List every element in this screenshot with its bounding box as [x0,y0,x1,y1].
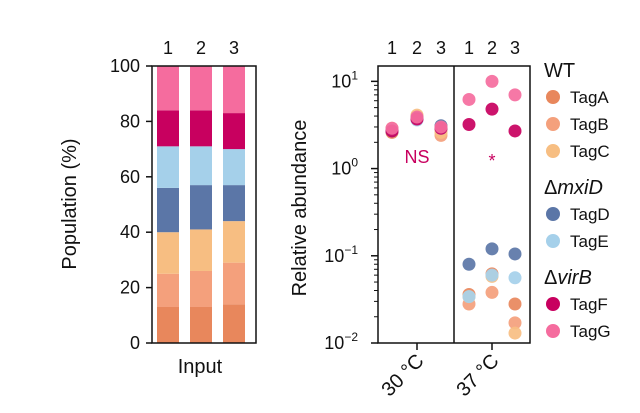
bar-x-ticks: 1 2 3 [163,38,239,58]
dot-tagg [462,92,476,106]
dot-points [385,74,522,340]
dot-y-tick-label: 10−2 [324,330,358,353]
bar-replicate-label: 1 [163,38,173,58]
legend-item-label: TagA [570,88,609,107]
dot-tage [508,271,522,285]
bar-segment-tagd [190,185,212,230]
significance-label: NS [404,147,429,167]
dot-x-ticks: 30 °C 37 °C [377,343,504,401]
dot-tagf [508,124,522,138]
bar-segments [157,66,245,343]
bar-y-tick-label: 80 [120,111,140,131]
legend-swatch-tagf [546,297,560,311]
bar-segment-tagb [190,270,212,307]
bar-segment-taga [190,306,212,343]
dot-tagd [462,257,476,271]
dot-tagd [508,247,522,261]
legend-swatch-tagg [546,324,560,338]
bar-xlabel: Input [178,356,223,378]
bar-y-tick-label: 100 [110,56,140,76]
bar-segment-tagb [157,273,179,307]
bar-segment-tagd [157,187,179,233]
bar-segment-tagd [223,185,245,222]
bar-y-tick-label: 20 [120,278,140,298]
dot-tagb [485,285,499,299]
bar-segment-taga [157,306,179,343]
bar-segment-taga [223,304,245,343]
bar-segment-tage [190,146,212,186]
temperature-label: 37 °C [452,350,503,401]
bar-segment-tagf [223,113,245,150]
dot-tagc [508,326,522,340]
legend-group-title: ΔmxiD [544,177,603,199]
dot-replicate-label: 2 [487,38,497,58]
dot-tagf [462,118,476,132]
legend-item-label: TagB [570,115,609,134]
dot-tagb [508,316,522,330]
dot-tagf [485,102,499,116]
bar-segment-tage [223,149,245,186]
bar-ylabel: Population (%) [59,138,81,269]
legend-swatch-taga [546,90,560,104]
legend-group-title: WT [544,60,575,82]
legend-swatch-tagb [546,117,560,131]
bar-segment-tagc [223,221,245,263]
bar-segment-tagf [157,110,179,147]
legend-item-label: TagE [570,232,609,251]
dot-replicate-label: 2 [412,38,422,58]
bar-segment-tagc [190,229,212,271]
legend-group-title: ΔvirB [544,267,592,289]
legend-swatch-tagc [546,144,560,158]
legend-swatch-tage [546,234,560,248]
dot-tagg [485,74,499,88]
bar-segment-tage [157,146,179,188]
bar-replicate-label: 3 [229,38,239,58]
dot-tage [462,290,476,304]
dot-replicate-label: 3 [510,38,520,58]
dot-replicate-label: 1 [387,38,397,58]
dot-y-tick-label: 10−1 [324,243,358,266]
bar-y-ticks: 0 20 40 60 80 100 [110,56,152,353]
dot-replicate-label: 3 [436,38,446,58]
bar-y-tick-label: 40 [120,222,140,242]
legend-swatch-tagd [546,207,560,221]
bar-segment-tagf [190,110,212,147]
dot-y-tick-label: 101 [331,68,358,91]
bar-plot-frame [151,65,257,344]
bar-y-tick-label: 0 [130,333,140,353]
dot-ylabel: Relative abundance [289,120,311,297]
legend-item-label: TagF [570,295,608,314]
significance-label: * [488,151,495,171]
bar-segment-tagb [223,262,245,305]
dot-tagg [434,120,448,134]
stacked-bar-panel: Population (%) 0 20 40 60 80 100 1 2 3 Input [59,38,257,378]
legend-item-label: TagG [570,322,611,341]
dot-annotations: NS * [404,147,495,171]
dot-tagg [508,88,522,102]
dot-y-ticks: 101 100 10−1 10−2 [324,68,378,353]
dot-tage [485,268,499,282]
bar-y-tick-label: 60 [120,167,140,187]
dot-tagg [410,110,424,124]
bar-replicate-label: 2 [196,38,206,58]
legend-item-label: TagC [570,142,610,161]
dot-taga [508,297,522,311]
dot-replicate-label: 1 [464,38,474,58]
bar-segment-tagg [190,66,212,111]
bar-segment-tagg [223,66,245,114]
bar-segment-tagc [157,232,179,274]
dot-tagg [385,121,399,135]
legend-item-label: TagD [570,205,610,224]
bar-segment-tagg [157,66,179,111]
dot-tagd [485,242,499,256]
dot-y-tick-label: 100 [331,156,358,179]
temperature-label: 30 °C [377,350,428,401]
legend: WT TagA TagB TagC ΔmxiD TagD TagE ΔvirB TagF TagG [544,60,611,341]
